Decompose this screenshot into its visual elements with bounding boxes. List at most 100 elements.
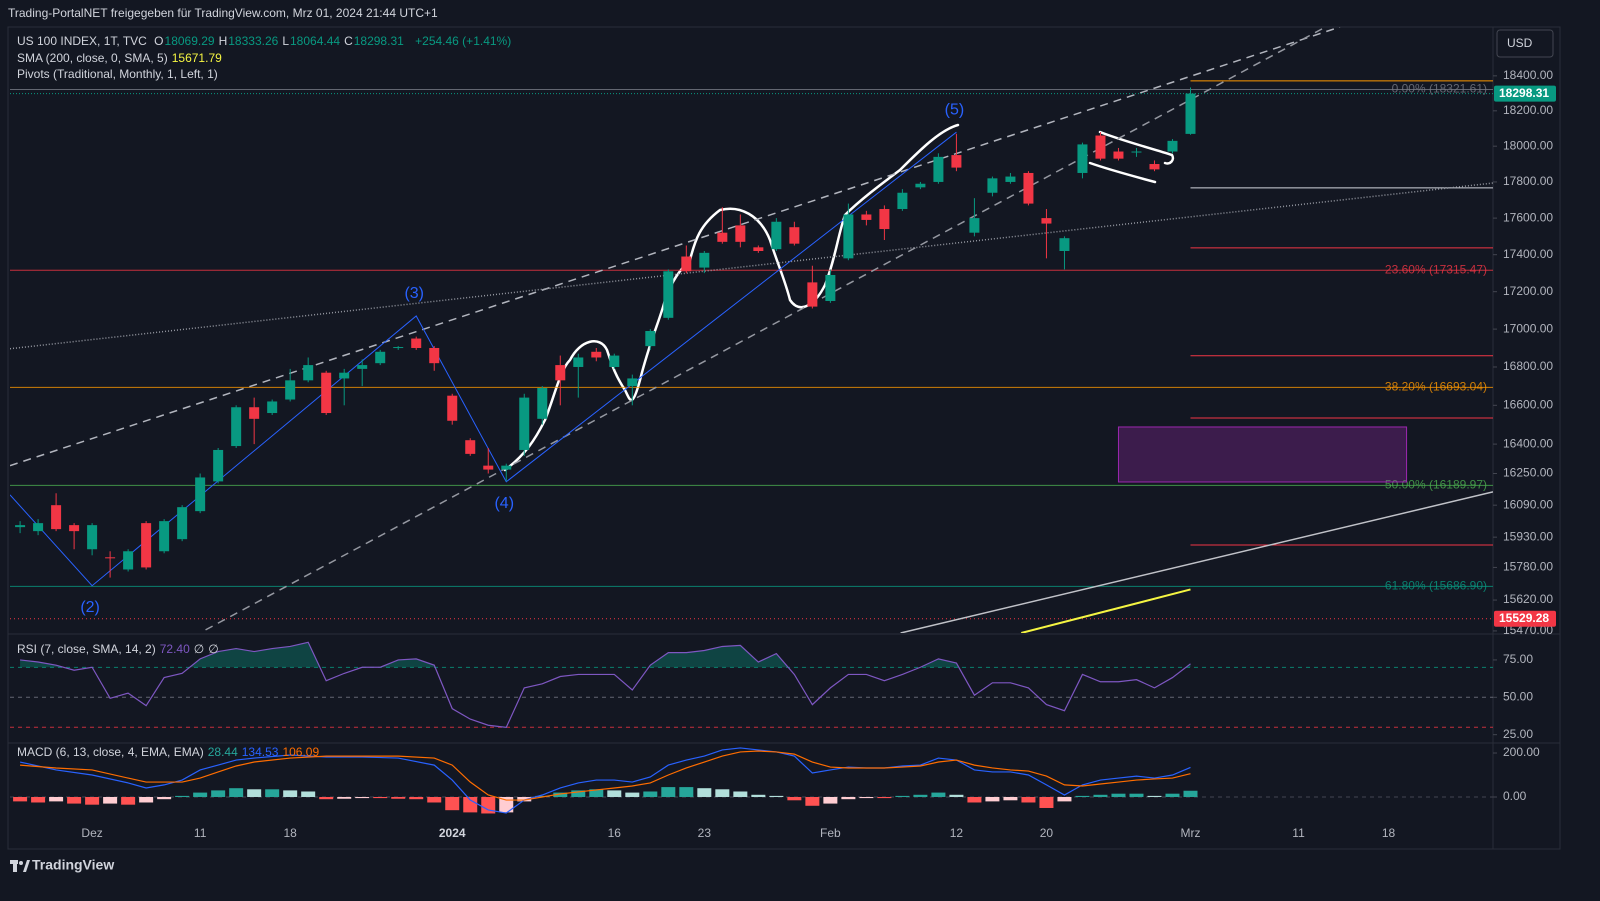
- candle-body: [1167, 140, 1178, 152]
- y-tick-label: 16800.00: [1503, 359, 1553, 373]
- candle-body: [681, 256, 692, 272]
- y-tick-label: 75.00: [1503, 652, 1533, 666]
- x-tick-label: 11: [1292, 826, 1305, 840]
- rsi-pane: [10, 641, 1493, 728]
- histogram-bar: [175, 795, 190, 797]
- histogram-bar: [301, 791, 316, 797]
- y-tick-label: 15930.00: [1503, 529, 1553, 543]
- histogram-bar: [823, 796, 838, 804]
- pivots-legend: Pivots (Traditional, Monthly, 1, Left, 1…: [17, 67, 222, 81]
- rsi-line: [20, 641, 1191, 728]
- zone-box: [1117, 426, 1408, 483]
- candle-body: [339, 372, 350, 379]
- histogram-bar: [445, 796, 460, 811]
- histogram-bar: [1183, 790, 1198, 797]
- histogram-bar: [913, 794, 928, 797]
- macd-legend: MACD (6, 13, close, 4, EMA, EMA) 28.44 134…: [17, 745, 323, 759]
- candle-body: [447, 395, 458, 421]
- histogram-bar: [787, 796, 802, 801]
- histogram-bar: [625, 792, 640, 797]
- histogram-bar: [967, 796, 982, 803]
- x-tick-label: 18: [283, 826, 297, 840]
- candle-body: [735, 225, 746, 242]
- candle-body: [789, 227, 800, 244]
- macd-line: [19, 747, 1191, 814]
- histogram-bar: [283, 790, 298, 797]
- macd-pane: [10, 747, 1493, 814]
- histogram-bar: [589, 789, 604, 797]
- fib-label: 23.60% (17315.47): [1385, 262, 1487, 276]
- histogram-bar: [679, 787, 694, 797]
- candle-body: [1077, 144, 1088, 173]
- y-tick-label: 0.00: [1503, 789, 1527, 803]
- macd-title: MACD (6, 13, close, 4, EMA, EMA): [17, 745, 204, 759]
- candle-body: [375, 351, 386, 364]
- currency[interactable]: USD: [1507, 36, 1533, 50]
- histogram-bar: [247, 789, 262, 797]
- histogram-bar: [319, 796, 334, 800]
- candle-body: [87, 525, 98, 550]
- candle-body: [555, 365, 566, 381]
- currency-button[interactable]: [1496, 29, 1554, 58]
- change: +254.46 (+1.41%): [415, 34, 512, 48]
- candle-body: [501, 465, 512, 470]
- candle-body: [1131, 151, 1142, 153]
- ohlc-values: O18069.29 H18333.26 L18064.44 C18298.31: [154, 34, 408, 48]
- candle-body: [357, 365, 368, 369]
- y-tick-label: 17600.00: [1503, 210, 1553, 224]
- histogram-bar: [391, 796, 406, 799]
- candle-body: [105, 557, 116, 559]
- sma-legend: SMA (200, close, 0, SMA, 5) 15671.79: [17, 51, 226, 65]
- candle-body: [429, 347, 440, 364]
- candle-body: [1059, 238, 1070, 252]
- histogram-bar: [643, 791, 658, 797]
- histogram-bar: [229, 788, 244, 797]
- x-tick-label: 11: [194, 826, 207, 840]
- candle-body: [1005, 176, 1016, 182]
- histogram-bar: [355, 796, 370, 799]
- candle-body: [159, 521, 170, 552]
- histogram-bar: [1165, 793, 1180, 797]
- histogram-bar: [427, 796, 442, 803]
- y-tick-label: 18000.00: [1503, 138, 1553, 152]
- macd-line: [20, 750, 1191, 801]
- histogram-bar: [1021, 796, 1036, 803]
- tradingview-logo: TradingView: [32, 857, 114, 873]
- histogram-bar: [661, 787, 676, 797]
- trend-line: [10, 27, 1341, 467]
- price-tag-label: 15529.28: [1499, 611, 1549, 625]
- candle-body: [1185, 93, 1196, 134]
- candle-body: [1149, 164, 1160, 170]
- y-tick-label: 18200.00: [1503, 103, 1553, 117]
- candle-body: [879, 209, 890, 230]
- histogram-bar: [769, 795, 784, 797]
- fib-label: 0.00% (18321.61): [1392, 82, 1487, 96]
- y-tick-label: 18400.00: [1503, 68, 1553, 82]
- y-tick-label: 16250.00: [1503, 466, 1553, 480]
- candle-body: [897, 192, 908, 210]
- macd-value: 134.53: [241, 745, 279, 759]
- x-tick-label: Dez: [81, 826, 102, 840]
- ohlc-label: L: [282, 34, 289, 48]
- wave-label: (4): [494, 495, 514, 512]
- chart-frame: [7, 26, 1561, 850]
- y-tick-label: 17000.00: [1503, 321, 1553, 335]
- y-tick-label: 17200.00: [1503, 284, 1553, 298]
- candle-body: [537, 388, 548, 419]
- candle-body: [519, 397, 530, 450]
- histogram-bar: [985, 796, 1000, 802]
- histogram-bar: [1003, 796, 1018, 801]
- fib-label: 61.80% (15686.90): [1385, 579, 1487, 593]
- rsi-extra: ∅: [208, 642, 219, 656]
- candle-body: [15, 525, 26, 528]
- x-tick-label: 12: [950, 826, 964, 840]
- candle-body: [231, 407, 242, 447]
- candle-body: [177, 507, 188, 540]
- y-tick-label: 16090.00: [1503, 497, 1553, 511]
- rsi-extra: ∅: [193, 642, 205, 656]
- y-tick-label: 200.00: [1503, 745, 1540, 759]
- price-tag: [1494, 85, 1556, 102]
- share-caption: Trading-PortalNET freigegeben für Tradin…: [8, 6, 438, 20]
